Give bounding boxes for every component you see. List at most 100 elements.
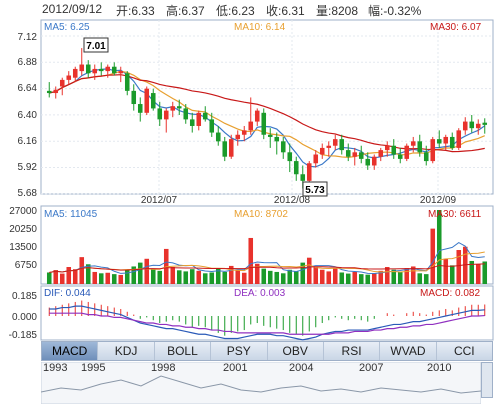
- tab-rsi[interactable]: RSI: [324, 342, 381, 360]
- tab-psy[interactable]: PSY: [211, 342, 268, 360]
- x-tick-2: 2012/09: [420, 195, 457, 206]
- candle-body: [352, 152, 358, 157]
- volume-bar: [280, 273, 286, 284]
- volume-bar: [358, 274, 364, 284]
- ruler-year-2: 1998: [151, 362, 176, 374]
- candle-body: [131, 90, 137, 105]
- volume-bar: [345, 273, 351, 284]
- volume-bar: [417, 273, 423, 284]
- candle-body: [358, 152, 364, 159]
- volume-bar: [241, 272, 247, 284]
- volume-bar: [59, 273, 65, 284]
- candle-body: [261, 112, 267, 135]
- volume-bar: [397, 271, 403, 284]
- volume-bar: [53, 270, 59, 284]
- candle-body: [417, 141, 423, 153]
- vol-tick-2: 13500: [9, 242, 37, 253]
- price-ma10-label: MA10: 6.14: [234, 22, 286, 33]
- volume-bar: [228, 265, 234, 284]
- price-tick-0: 7.12: [18, 32, 38, 43]
- ruler-drag-handle[interactable]: [481, 362, 493, 398]
- tab-boll[interactable]: BOLL: [155, 342, 212, 360]
- tab-cci[interactable]: CCI: [453, 344, 475, 358]
- candle-body: [124, 73, 130, 91]
- candle-body: [430, 139, 436, 162]
- candle-body: [189, 119, 195, 126]
- price-tick-3: 6.40: [18, 110, 38, 121]
- price-ma30-label: MA30: 6.07: [430, 22, 482, 33]
- price-tick-2: 6.64: [18, 83, 38, 94]
- candle-body: [105, 66, 111, 72]
- macd-label: MACD: 0.082: [420, 288, 480, 299]
- price-ma30-line: [49, 74, 485, 153]
- price-tick-6: 5.68: [18, 188, 38, 199]
- candle-body: [196, 112, 202, 126]
- candle-body: [313, 154, 319, 164]
- tab-obv[interactable]: OBV: [268, 342, 324, 360]
- header-volume: 量:8208: [316, 4, 359, 18]
- gridlines: [41, 20, 493, 195]
- tab-kdj[interactable]: KDJ: [98, 342, 155, 360]
- volume-bar: [183, 271, 189, 284]
- volume-bar: [196, 270, 202, 284]
- dif-label: DIF: 0.044: [44, 288, 91, 299]
- ruler-overview-line: [41, 362, 481, 404]
- volume-bar: [365, 274, 371, 284]
- candlesticks: [46, 48, 488, 189]
- candle-body: [170, 106, 176, 111]
- candle-body: [98, 68, 104, 72]
- tab-macd[interactable]: MACD: [42, 342, 99, 360]
- header-low: 低:6.23: [216, 4, 255, 18]
- tab-wvad[interactable]: WVAD: [380, 342, 437, 360]
- volume-bar: [287, 269, 293, 284]
- volume-bar: [189, 269, 195, 284]
- price-tick-5: 5.92: [18, 162, 38, 173]
- time-range-ruler[interactable]: 1993 1995 1998 2001 2004 2007 2010: [41, 362, 481, 404]
- vol-ma5-label: MA5: 11045: [44, 209, 98, 220]
- volume-bar: [410, 266, 416, 284]
- candle-body: [267, 134, 273, 137]
- candle-body: [79, 64, 85, 72]
- candle-body: [436, 139, 442, 144]
- volume-bar: [254, 263, 260, 284]
- volume-bar: [449, 265, 455, 284]
- volume-bar: [144, 258, 150, 284]
- candle-body: [456, 130, 462, 148]
- dea-label: DEA: 0.003: [234, 288, 286, 299]
- candle-body: [371, 156, 377, 166]
- candle-body: [339, 139, 345, 151]
- macd-lines: [49, 305, 485, 341]
- candle-body: [66, 75, 72, 80]
- volume-bar: [209, 272, 215, 284]
- candle-body: [345, 150, 351, 157]
- candle-body: [326, 145, 332, 148]
- volume-bar: [475, 264, 481, 284]
- volume-bar: [274, 271, 280, 284]
- header-high: 高:6.37: [166, 4, 205, 18]
- volume-bar: [430, 228, 436, 284]
- high-callout-text: 7.01: [86, 41, 106, 52]
- candle-body: [235, 134, 241, 140]
- candle-body: [319, 147, 325, 155]
- volume-bar: [352, 271, 358, 284]
- volume-bar: [66, 267, 72, 284]
- volume-bar: [79, 257, 85, 284]
- dea-line: [49, 312, 485, 335]
- volume-ma-lines: [49, 241, 485, 274]
- candle-body: [92, 68, 98, 74]
- volume-bar: [469, 260, 475, 284]
- candle-body: [137, 104, 143, 113]
- candle-body: [469, 121, 475, 129]
- stock-chart[interactable]: 7.12 6.88 6.64 6.40 6.16 5.92 5.68 2012/…: [0, 0, 495, 341]
- volume-bar: [456, 250, 462, 284]
- vol-tick-0: 27000: [9, 206, 37, 217]
- macd-tick-0: 0.185: [12, 291, 37, 302]
- volume-bar: [72, 269, 78, 284]
- vol-ma30-label: MA30: 6611: [428, 209, 482, 220]
- indicator-tabs: MACD KDJ BOLL PSY OBV RSI WVAD CCI: [41, 341, 493, 361]
- candle-body: [72, 68, 78, 78]
- volume-bar: [319, 269, 325, 284]
- volume-bar: [111, 274, 117, 284]
- candle-body: [222, 141, 228, 157]
- volume-bar: [105, 272, 111, 284]
